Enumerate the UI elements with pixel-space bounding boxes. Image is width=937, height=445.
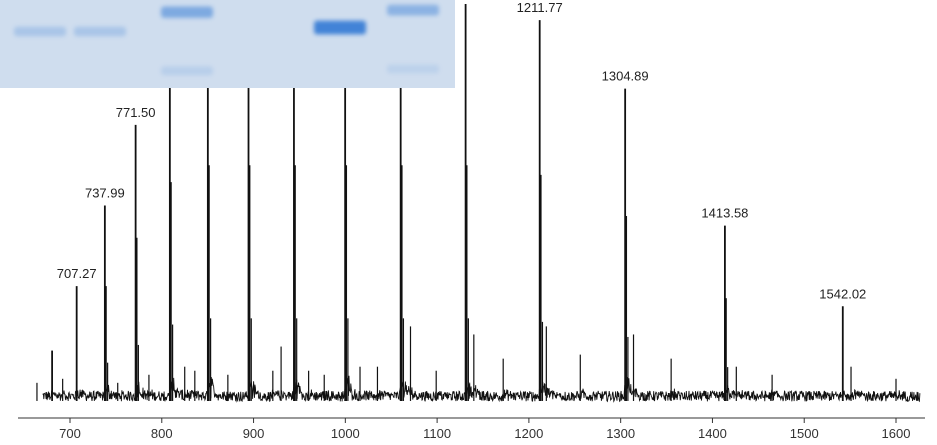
x-axis: 700 800 900 1000 1100 1200 1300 1400 1500 1600 [18, 417, 925, 441]
gel-band [387, 64, 439, 74]
peak-label: 1542.02 [819, 286, 866, 301]
peak [724, 225, 729, 401]
x-tick-label: 800 [151, 426, 173, 441]
peak [103, 205, 109, 401]
peak-label: 1304.89 [602, 69, 649, 84]
x-tick-label: 1600 [882, 426, 911, 441]
x-tick-label: 700 [59, 426, 81, 441]
gel-band [161, 66, 213, 76]
peak-label: 737.99 [85, 186, 125, 201]
peak [134, 124, 139, 401]
peak-label: 707.27 [57, 266, 97, 281]
x-tick-label: 1000 [331, 426, 360, 441]
x-tick-label: 1100 [423, 426, 451, 441]
gel-band [161, 6, 213, 18]
sds-page-gel-inset [0, 0, 455, 88]
peak [624, 88, 629, 401]
peak [538, 20, 544, 401]
gel-band [14, 26, 66, 37]
gel-band [387, 4, 439, 16]
x-tick-label: 1400 [698, 426, 727, 441]
x-tick-label: 1200 [514, 426, 543, 441]
peak [464, 4, 469, 401]
peak-labels: 707.27737.99771.501131.051211.771304.891… [57, 0, 866, 301]
gel-band [314, 20, 366, 35]
peak-label: 1211.77 [517, 0, 563, 15]
peak-label: 1413.58 [701, 206, 748, 221]
x-tick-label: 900 [243, 426, 265, 441]
gel-band [74, 26, 126, 37]
spectrum-trace [42, 375, 921, 403]
gel-background [0, 0, 455, 88]
x-tick-label: 1300 [606, 426, 635, 441]
x-tick-label: 1500 [790, 426, 819, 441]
peak-label: 771.50 [116, 105, 156, 120]
peak [168, 32, 174, 401]
